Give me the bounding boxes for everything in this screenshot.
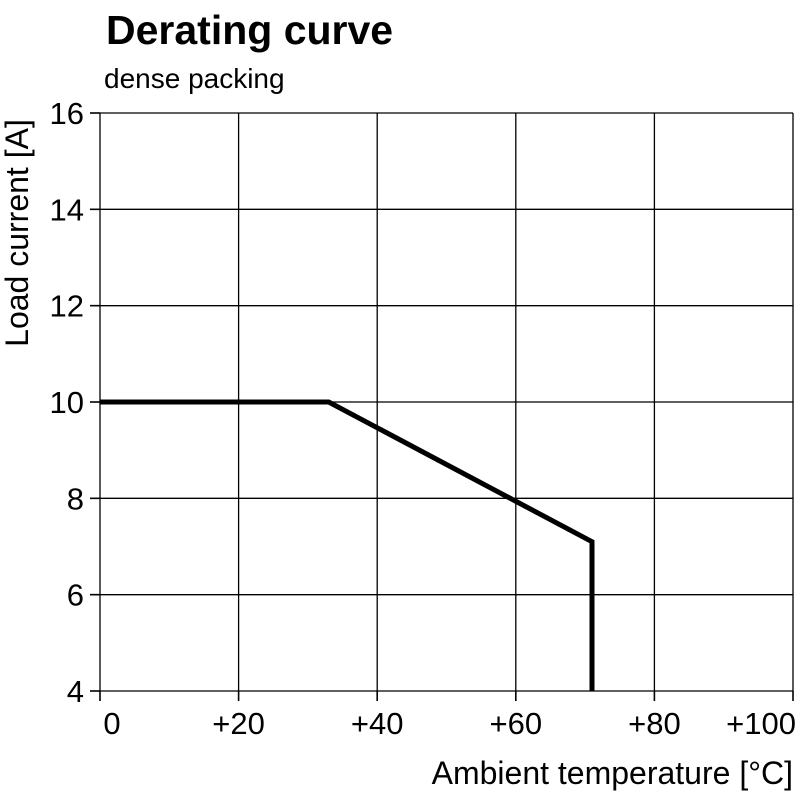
y-tick-label: 10 bbox=[50, 385, 84, 420]
y-tick-label: 14 bbox=[50, 192, 84, 227]
chart-title: Derating curve bbox=[106, 7, 394, 53]
derating-curve-line bbox=[100, 399, 595, 691]
x-tick-label: 0 bbox=[103, 706, 120, 741]
x-tick-label: +100 bbox=[726, 706, 796, 741]
x-tick-label: +40 bbox=[351, 706, 404, 741]
y-axis-label: Load current [A] bbox=[0, 119, 35, 347]
y-tick-label: 16 bbox=[50, 96, 84, 131]
y-tick-label: 8 bbox=[67, 481, 84, 516]
chart-subtitle: dense packing bbox=[104, 63, 285, 94]
x-tick-label: +20 bbox=[212, 706, 265, 741]
y-tick-label: 4 bbox=[67, 674, 84, 709]
x-tick-label: +80 bbox=[628, 706, 681, 741]
y-tick-label: 6 bbox=[67, 578, 84, 613]
x-tick-label: +60 bbox=[490, 706, 543, 741]
y-tick-label: 12 bbox=[50, 289, 84, 324]
x-axis-label: Ambient temperature [°C] bbox=[432, 755, 793, 791]
